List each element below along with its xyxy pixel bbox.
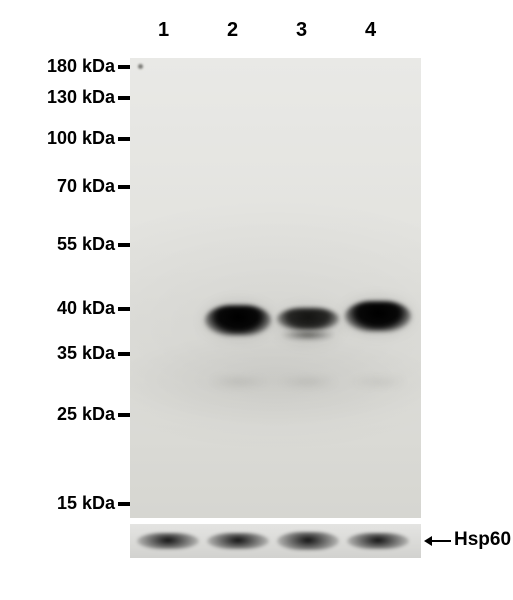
mw-label-35: 35 kDa	[57, 343, 115, 364]
lane-label-2: 2	[227, 19, 238, 42]
faint-band-lane2	[208, 377, 268, 387]
loading-band-3	[277, 532, 339, 550]
lane-label-1: 1	[158, 19, 169, 42]
band-lane3-halo	[270, 302, 346, 348]
blot-noise	[130, 58, 421, 518]
faint-band-lane3	[280, 377, 336, 387]
mw-tick-15	[118, 502, 130, 506]
mw-label-70: 70 kDa	[57, 176, 115, 197]
band-lane4-halo	[338, 294, 418, 338]
annotation-hsp60: Hsp60	[454, 529, 511, 551]
mw-tick-55	[118, 243, 130, 247]
main-blot	[130, 58, 421, 518]
faint-band-lane4	[350, 377, 406, 387]
loading-blot	[130, 524, 421, 558]
mw-label-40: 40 kDa	[57, 298, 115, 319]
mw-tick-35	[118, 352, 130, 356]
band-lane2-halo	[198, 298, 278, 342]
mw-tick-40	[118, 307, 130, 311]
mw-tick-100	[118, 137, 130, 141]
mw-label-15: 15 kDa	[57, 493, 115, 514]
lane-label-4: 4	[365, 19, 376, 42]
annotation-arrow-line	[431, 540, 451, 542]
mw-label-25: 25 kDa	[57, 404, 115, 425]
loading-band-2	[207, 533, 269, 549]
loading-band-4	[347, 533, 409, 549]
mw-tick-180	[118, 65, 130, 69]
mw-tick-70	[118, 185, 130, 189]
mw-label-130: 130 kDa	[47, 87, 115, 108]
mw-tick-130	[118, 96, 130, 100]
loading-band-1	[137, 533, 199, 549]
mw-label-180: 180 kDa	[47, 56, 115, 77]
mw-tick-25	[118, 413, 130, 417]
mw-label-55: 55 kDa	[57, 234, 115, 255]
lane-label-3: 3	[296, 19, 307, 42]
figure-container: 1 2 3 4 180 kDa 130 kDa 100 kDa	[0, 0, 513, 600]
marker-speck	[138, 64, 143, 69]
mw-label-100: 100 kDa	[47, 128, 115, 149]
annotation-arrow-head	[424, 536, 432, 546]
